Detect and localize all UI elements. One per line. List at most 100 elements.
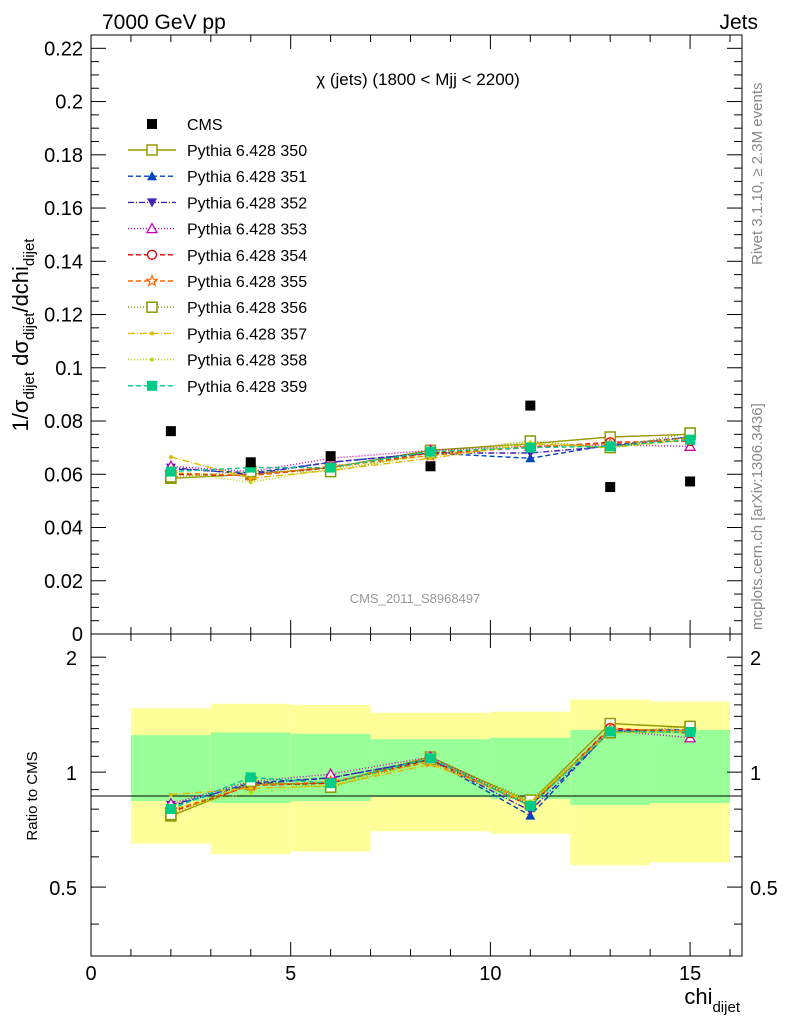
legend-label: Pythia 6.428 350 (187, 143, 307, 160)
main-y-tick-label: 0.2 (55, 92, 83, 114)
legend-marker (146, 301, 158, 313)
series-359-ratio-point (525, 800, 536, 811)
main-y-tick-label: 0.1 (55, 358, 83, 380)
ratio-y-tick-label: 2 (66, 648, 77, 670)
legend-marker (146, 144, 158, 156)
x-tick-label: 5 (285, 963, 296, 985)
ratio-y-axis: 0.5 0.5 1 1 2 2 (49, 648, 778, 925)
legend-entry-series-352: Pythia 6.428 352 (128, 195, 307, 212)
cms-data-point (165, 426, 176, 437)
legend-label: Pythia 6.428 357 (187, 326, 307, 343)
uncertainty-band-inner (130, 735, 211, 802)
main-y-tick-label: 0.02 (44, 571, 83, 593)
cms-data-point (685, 476, 696, 487)
series-359-point (525, 442, 536, 453)
ratio-y-tick-label-right: 1 (750, 763, 761, 785)
uncertainty-band-inner (490, 737, 571, 800)
series-359-ratio-point (425, 753, 436, 764)
series-359-ratio-point (605, 726, 616, 737)
series-359-point (425, 446, 436, 457)
main-y-tick-label: 0.08 (44, 411, 83, 433)
series-359-point (605, 441, 616, 452)
legend-marker (147, 171, 157, 181)
analysis-watermark: CMS_2011_S8968497 (350, 591, 481, 606)
main-y-axis: 0 0.02 0.04 0.06 0.08 0.1 0.12 0.14 0.16 0.18 0.2 0… (44, 34, 742, 646)
series-359-ratio-point (245, 772, 256, 783)
cms-data-point (325, 451, 336, 462)
main-y-tick-label: 0.14 (44, 251, 83, 273)
legend-marker (150, 357, 154, 362)
legend-marker (147, 380, 157, 391)
main-y-tick-label: 0.04 (44, 518, 83, 540)
legend-entry-series-351: Pythia 6.428 351 (128, 169, 307, 186)
series-357-point (248, 476, 253, 481)
legend-entry-series-355: Pythia 6.428 355 (128, 273, 307, 291)
legend-entry-series-358: Pythia 6.428 358 (128, 353, 307, 370)
svg-text:1/σdijet dσdijet/dchidijet: 1/σdijet dσdijet/dchidijet (8, 238, 38, 432)
legend-label: Pythia 6.428 358 (187, 353, 307, 370)
series-359-point (685, 434, 696, 445)
header-jets-label: Jets (719, 11, 758, 34)
main-y-tick-label: 0.16 (44, 198, 83, 220)
x-tick-label: 10 (479, 963, 501, 985)
cms-data-point (605, 482, 616, 493)
legend-marker (147, 198, 157, 208)
ratio-panel: 0.5 0.5 1 1 2 2 0 5 10 15 Ratio to CMS chidijet (24, 633, 778, 1016)
legend-label: Pythia 6.428 352 (187, 195, 307, 212)
legend-marker (145, 273, 159, 287)
series-359-ratio-point (685, 726, 696, 737)
series-357-ratio-point (248, 786, 253, 791)
main-y-tick-label: 0.22 (44, 38, 83, 60)
main-y-tick-label: 0 (72, 624, 83, 646)
ratio-plot-frame (90, 633, 743, 957)
x-tick-label: 15 (679, 963, 701, 985)
main-y-tick-label: 0.12 (44, 305, 83, 327)
series-357-point (168, 454, 173, 459)
legend-entry-series-354: Pythia 6.428 354 (128, 248, 307, 265)
ratio-y-tick-label-right: 2 (750, 648, 761, 670)
series-359-point (165, 466, 176, 477)
uncertainty-bands (130, 699, 731, 866)
ratio-series-layer (163, 717, 697, 822)
legend: CMS Pythia 6.428 350 Pythia 6.428 351 Pythi… (128, 117, 307, 396)
legend-entry-series-353: Pythia 6.428 353 (128, 222, 307, 239)
main-x-ticks (90, 35, 731, 634)
legend-cms-marker (147, 119, 157, 129)
series-359-ratio-point (325, 778, 336, 789)
ratio-y-tick-label: 1 (66, 763, 77, 785)
cms-data-point (245, 457, 256, 468)
uncertainty-band-inner (570, 729, 651, 806)
legend-entry-series-356: Pythia 6.428 356 (128, 300, 307, 317)
cms-data-layer (165, 400, 696, 493)
svg-text:chidijet: chidijet (684, 984, 740, 1016)
legend-label: Pythia 6.428 354 (187, 248, 307, 265)
plot-title: χ (jets) (1800 < Mjj < 2200) (316, 70, 520, 89)
legend-label: Pythia 6.428 356 (187, 300, 307, 317)
cms-data-point (525, 400, 536, 411)
main-series-layer (163, 427, 697, 485)
legend-marker (146, 249, 158, 260)
legend-entry-series-357: Pythia 6.428 357 (128, 326, 307, 343)
legend-entry-cms: CMS (147, 117, 223, 134)
series-358-point (248, 480, 253, 485)
header-energy-label: 7000 GeV pp (102, 11, 226, 34)
x-axis-label: chidijet (684, 984, 740, 1016)
series-359-ratio-point (165, 804, 176, 815)
ratio-y-axis-label: Ratio to CMS (24, 751, 41, 840)
legend-label: Pythia 6.428 359 (187, 379, 307, 396)
legend-entry-series-359: Pythia 6.428 359 (128, 379, 307, 396)
legend-label: Pythia 6.428 355 (187, 274, 307, 291)
legend-marker (145, 222, 159, 234)
series-359-point (325, 462, 336, 473)
cms-data-point (425, 461, 436, 472)
legend-label: Pythia 6.428 351 (187, 169, 307, 186)
legend-label: Pythia 6.428 353 (187, 222, 307, 239)
series-359-point (245, 462, 256, 473)
ratio-y-tick-label-right: 0.5 (750, 878, 778, 900)
series-358-ratio-point (248, 790, 253, 795)
x-axis: 0 5 10 15 (85, 634, 731, 985)
main-y-tick-label: 0.06 (44, 464, 83, 486)
main-y-tick-label: 0.18 (44, 145, 83, 167)
legend-entry-series-350: Pythia 6.428 350 (128, 143, 307, 160)
